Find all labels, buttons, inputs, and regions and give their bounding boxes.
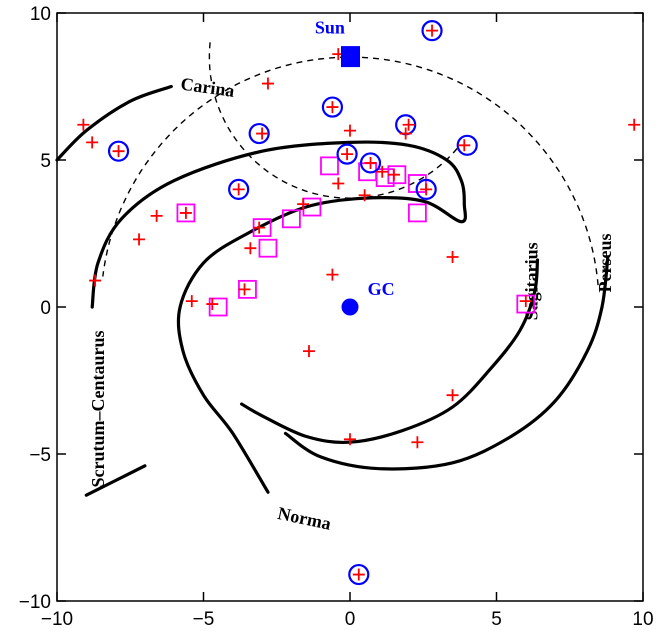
circle-point <box>107 140 130 162</box>
cross-point <box>420 183 433 196</box>
cross-point <box>77 118 90 131</box>
arm-label-scrutum-centaurus: Scrutum–Centaurus <box>88 331 108 488</box>
axis-ticks: −10 −5 0 5 10 −10 −5 0 5 10 <box>19 4 654 630</box>
cross-point <box>326 268 339 281</box>
cross-point <box>179 206 192 219</box>
arm-label-perseus: Perseus <box>595 234 615 293</box>
circle-point <box>421 20 443 42</box>
cross-point <box>458 139 471 152</box>
cross-point <box>446 389 459 402</box>
circle-point <box>415 178 437 200</box>
arm-label-carina: Carina <box>180 74 236 101</box>
cross-point <box>244 242 257 255</box>
cross-point <box>344 124 356 137</box>
cross-point <box>253 221 266 234</box>
arm-curve-carina <box>55 84 173 162</box>
cross-point <box>364 156 377 169</box>
y-tick-label: −10 <box>19 592 51 613</box>
cross-point <box>133 233 146 246</box>
circle-point <box>348 563 370 586</box>
arm-curve-sagitarius <box>240 258 540 445</box>
cross-point <box>150 209 163 222</box>
cross-point <box>411 436 424 449</box>
gc-marker <box>341 298 359 316</box>
circle-point <box>248 122 270 145</box>
cross-point <box>297 198 310 211</box>
circle-point <box>359 152 382 174</box>
square-point <box>320 156 339 176</box>
cross-point <box>344 433 356 446</box>
y-tick-label: 5 <box>40 151 51 172</box>
cross-point <box>446 251 459 264</box>
x-tick-label: 0 <box>345 609 356 630</box>
cross-point <box>112 145 125 158</box>
reference-markers: Sun GC <box>315 18 395 316</box>
x-tick-label: 10 <box>632 609 653 630</box>
circle-point <box>456 134 478 156</box>
cross-point <box>232 183 245 196</box>
arm-label-norma: Norma <box>276 503 333 534</box>
gc-label: GC <box>368 279 395 299</box>
cross-point <box>402 118 415 131</box>
cross-point <box>376 165 389 178</box>
cross-point <box>326 101 339 114</box>
circle-point <box>228 178 250 200</box>
square-point <box>208 297 228 317</box>
circle-point <box>321 96 344 118</box>
cross-point <box>185 295 198 308</box>
cross-point <box>332 177 345 190</box>
square-point <box>258 238 278 258</box>
dashed-arc <box>208 42 459 199</box>
x-tick-label: −5 <box>193 609 215 630</box>
arm-curve-scrutum-centaurus <box>90 140 467 494</box>
square-point <box>176 203 196 223</box>
cross-point <box>399 127 412 140</box>
square-point <box>281 209 301 229</box>
arm-label-sagitarius: Sagitarius <box>522 242 542 320</box>
x-tick-label: −10 <box>41 609 73 630</box>
sun-label: Sun <box>315 18 345 38</box>
y-tick-label: 10 <box>30 4 51 25</box>
spiral-arms: Carina Scrutum–Centaurus Norma Sagitarius Pe… <box>55 74 615 534</box>
cross-point <box>352 568 365 581</box>
circle-point <box>336 143 358 165</box>
y-tick-label: −5 <box>29 445 51 466</box>
cross-point <box>426 24 439 37</box>
cross-point <box>89 274 102 287</box>
arm-curve-norma <box>84 464 147 497</box>
arm-curve-perseus <box>283 255 610 471</box>
cross-point <box>628 118 641 131</box>
cross-point <box>261 77 274 90</box>
y-tick-label: 0 <box>40 298 51 319</box>
cross-point <box>238 283 251 296</box>
square-point <box>407 203 427 223</box>
cross-point <box>86 136 99 149</box>
cross-point <box>302 345 315 358</box>
data-points <box>77 20 641 586</box>
cross-point <box>206 298 219 311</box>
cross-point <box>358 189 371 202</box>
cross-point <box>519 295 532 308</box>
sun-marker <box>341 46 360 68</box>
cross-point <box>341 148 354 161</box>
cross-point <box>256 127 269 140</box>
x-tick-label: 5 <box>491 609 502 630</box>
cross-point <box>387 168 400 181</box>
